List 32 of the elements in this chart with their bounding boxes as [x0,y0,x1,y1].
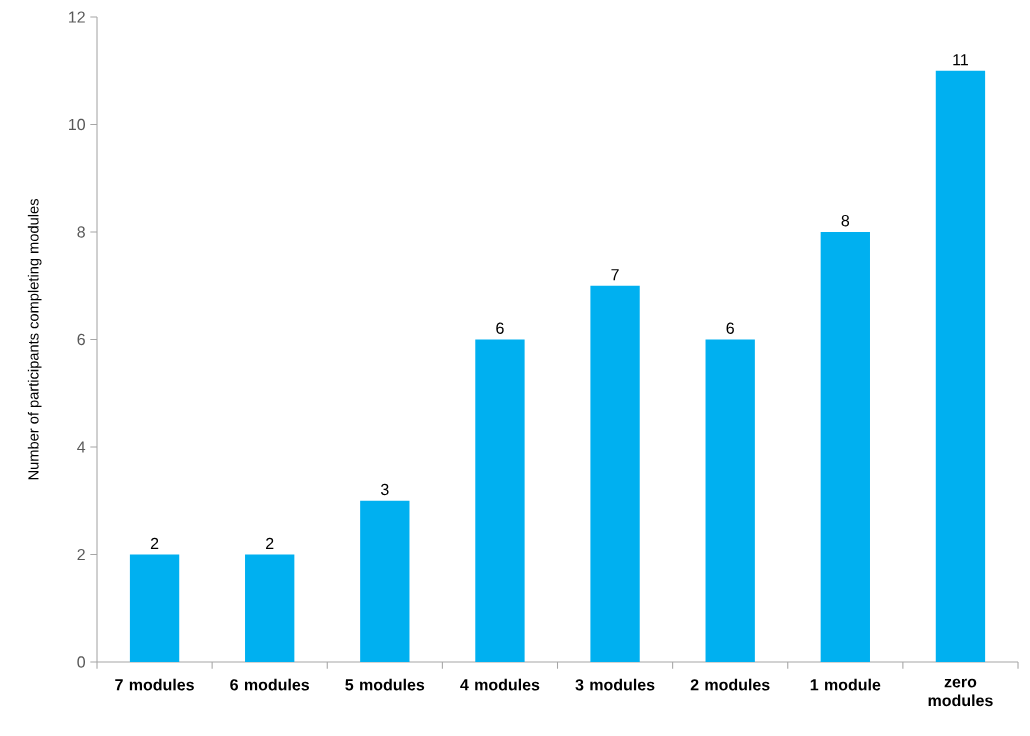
data-label: 8 [841,215,850,227]
data-label: 6 [726,322,734,334]
x-tick-label: 7 modules [115,678,194,691]
x-tick-label: 2 modules [690,678,770,691]
bar [245,554,295,662]
bar [360,500,410,662]
y-tick-label: 4 [77,441,86,453]
data-label: 7 [611,269,619,281]
data-label: 2 [266,537,274,549]
bar [590,285,640,662]
data-label: 11 [953,54,968,66]
bar [820,232,870,662]
y-tick-label: 12 [69,11,85,23]
y-tick-label: 2 [77,548,85,561]
bar [475,339,525,662]
y-axis-title: Number of participants completing modules [27,199,42,480]
y-tick-label: 10 [69,118,86,131]
x-tick-label: 6 modules [230,678,310,691]
x-tick-label: 5 modules [345,678,425,691]
y-tick-label: 8 [77,226,85,238]
data-label: 2 [150,537,159,549]
data-label: 3 [380,483,389,496]
x-tick-label: 3 modules [575,678,655,691]
data-label: 6 [496,322,504,334]
x-tick-label: 4 modules [460,678,540,691]
y-tick-label: 6 [77,333,85,346]
bar [935,70,986,662]
y-tick-label: 0 [77,656,86,668]
bar [129,554,180,662]
x-tick-label: 1 module [810,678,881,691]
bar [705,339,755,662]
x-tick-label: zero modules [928,678,993,707]
